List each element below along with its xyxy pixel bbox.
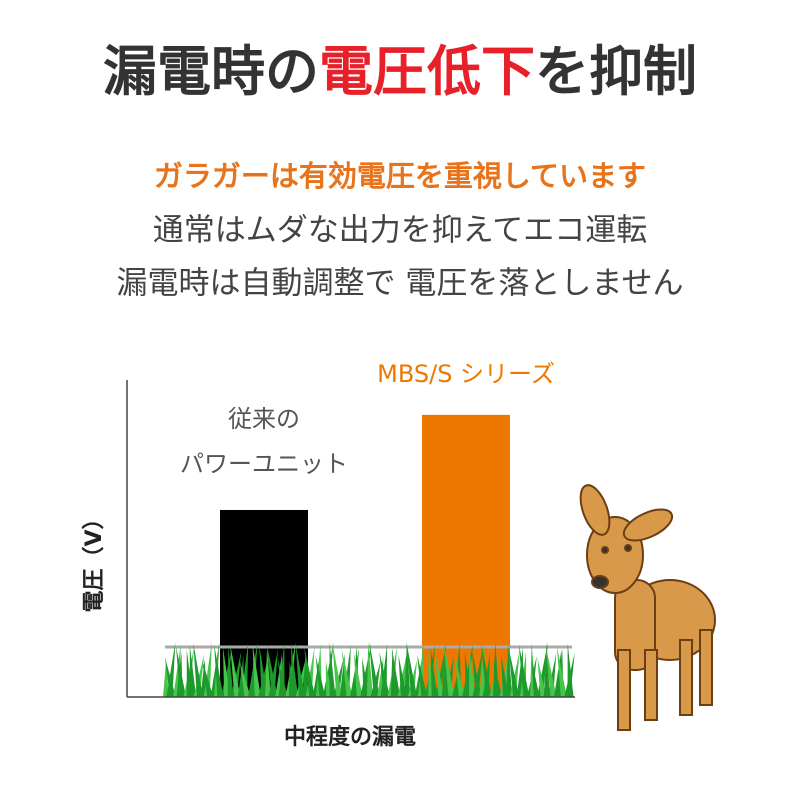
grass-blade <box>469 645 475 697</box>
grass-blade <box>248 642 258 697</box>
grass-blade <box>430 647 438 697</box>
grass-blade <box>175 646 186 697</box>
grass-blade <box>537 642 548 697</box>
grass-blade <box>481 642 492 697</box>
lead: ガラガーは有効電圧を重視しています <box>154 159 646 193</box>
grass-blade <box>508 647 520 697</box>
grass-blade <box>367 642 373 697</box>
grass-blade <box>501 655 509 697</box>
grass-blade <box>567 643 574 697</box>
grass-blade <box>464 652 472 697</box>
grass-blade <box>434 651 445 697</box>
grass-blade <box>543 643 550 697</box>
grass-blade <box>193 642 203 697</box>
grass-blade <box>166 642 176 697</box>
grass-blade <box>277 658 288 697</box>
grass-blade <box>531 660 540 697</box>
grass-blade <box>398 654 407 697</box>
grass-blade <box>545 645 557 697</box>
grass-blade <box>455 657 465 697</box>
grass-blade <box>315 655 326 697</box>
grass-blade <box>443 642 455 697</box>
grass-blade <box>353 652 363 697</box>
grass-blade <box>370 661 381 697</box>
grass-blade <box>164 656 176 697</box>
grass-blade <box>295 644 305 697</box>
grass-blade <box>332 642 343 697</box>
grass-blade <box>203 642 212 697</box>
grass-blade <box>322 642 334 697</box>
grass-blade <box>239 661 251 697</box>
grass-blade <box>329 642 336 697</box>
grass-blade <box>230 643 241 697</box>
grass-blade <box>404 642 411 697</box>
grass-blade <box>202 659 214 697</box>
grass-blade <box>267 645 278 697</box>
grass-blade <box>417 654 428 697</box>
body-line: 通常はムダな出力を抑えてエコ運転 <box>153 213 647 249</box>
grass-blade <box>424 644 436 697</box>
grass-blade <box>493 660 503 697</box>
grass-blade <box>377 656 384 697</box>
grass-blade <box>556 645 567 697</box>
grass-blade <box>259 645 268 697</box>
grass-blade <box>237 656 244 697</box>
grass-blade <box>290 642 299 697</box>
grass-blade <box>537 657 547 697</box>
grass-blade <box>163 662 169 697</box>
grass-blade <box>407 659 418 697</box>
grass-blade <box>518 643 530 697</box>
grass-blade <box>302 650 309 697</box>
grass-blade <box>186 649 193 697</box>
deer <box>579 484 716 731</box>
headline-part: を抑制 <box>535 40 697 103</box>
grass-blade <box>265 648 271 697</box>
grass-blade <box>341 649 353 697</box>
grass-blade <box>471 649 482 697</box>
grass-blade <box>441 643 448 697</box>
category-label: 従来のパワーユニット <box>180 405 348 478</box>
grass-blade <box>406 642 418 697</box>
grass-blade <box>392 650 401 697</box>
headline: 漏電時の電圧低下を抑制 <box>103 40 697 103</box>
grass-blade <box>506 644 513 697</box>
y-axis-label: 電圧（V） <box>82 507 107 612</box>
grass-blade <box>222 647 231 697</box>
category-label: MBS/S シリーズ <box>377 360 555 388</box>
grass-blade <box>214 644 224 697</box>
grass-blade <box>189 644 197 697</box>
grass-blade <box>379 651 390 697</box>
grass-blade <box>362 657 370 697</box>
grass-blade <box>200 659 207 697</box>
grass-blade <box>227 646 234 697</box>
grass-blade <box>285 642 296 697</box>
grass-blade <box>369 642 380 697</box>
grass-blade <box>472 648 483 697</box>
body-line: 漏電時は自動調整で 電圧を落としません <box>117 266 684 302</box>
grass-blade <box>252 643 261 697</box>
headline-highlight: 電圧低下 <box>319 40 535 103</box>
x-axis-label: 中程度の漏電 <box>284 724 416 750</box>
grass-blade <box>397 644 409 697</box>
grass-blade <box>304 647 316 697</box>
headline-part: 漏電時の <box>103 40 319 103</box>
